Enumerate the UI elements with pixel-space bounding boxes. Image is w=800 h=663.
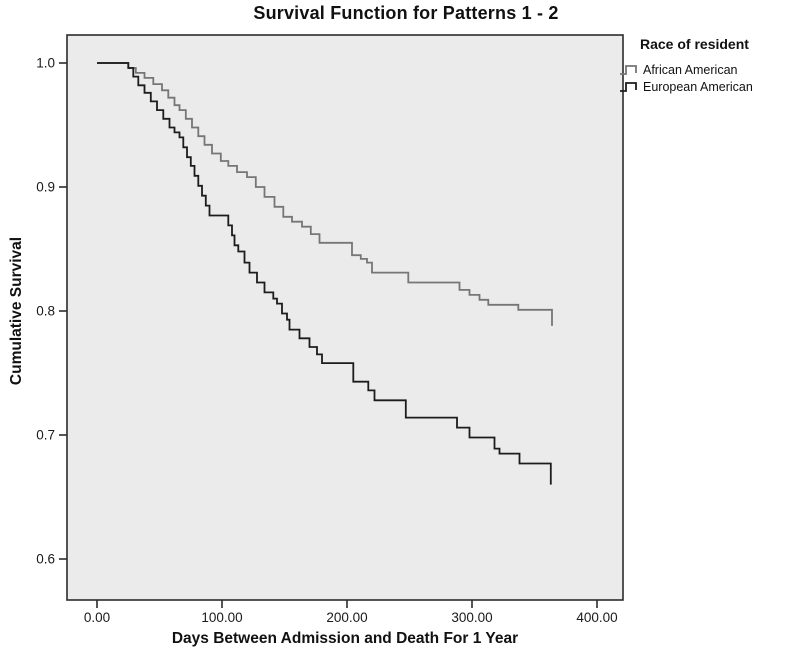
y-tick-label: 0.8 — [36, 304, 55, 319]
step-line-icon — [620, 82, 637, 92]
legend-title: Race of resident — [640, 36, 749, 52]
x-tick-label: 200.00 — [326, 610, 367, 625]
x-tick-label: 100.00 — [201, 610, 242, 625]
chart-title: Survival Function for Patterns 1 - 2 — [253, 3, 559, 23]
y-axis-title: Cumulative Survival — [8, 236, 25, 386]
x-tick-label: 0.00 — [84, 610, 110, 625]
legend: Race of resident African American Europe… — [619, 36, 797, 95]
step-line-icon — [620, 65, 637, 75]
y-tick-label: 1.0 — [36, 56, 55, 71]
y-tick-label: 0.7 — [36, 428, 55, 443]
legend-entry-european-american: European American — [619, 78, 797, 95]
x-tick-label: 300.00 — [451, 610, 492, 625]
plot-area — [66, 34, 624, 601]
legend-label: European American — [643, 79, 753, 94]
y-tick-label: 0.6 — [36, 552, 55, 567]
legend-label: African American — [643, 62, 738, 77]
survival-curve-european-american — [97, 62, 552, 485]
y-tick-label: 0.9 — [36, 180, 55, 195]
survival-curve-african-american — [97, 62, 553, 326]
x-tick-label: 400.00 — [576, 610, 617, 625]
legend-entry-african-american: African American — [619, 61, 797, 78]
x-axis-title: Days Between Admission and Death For 1 Y… — [171, 630, 519, 647]
